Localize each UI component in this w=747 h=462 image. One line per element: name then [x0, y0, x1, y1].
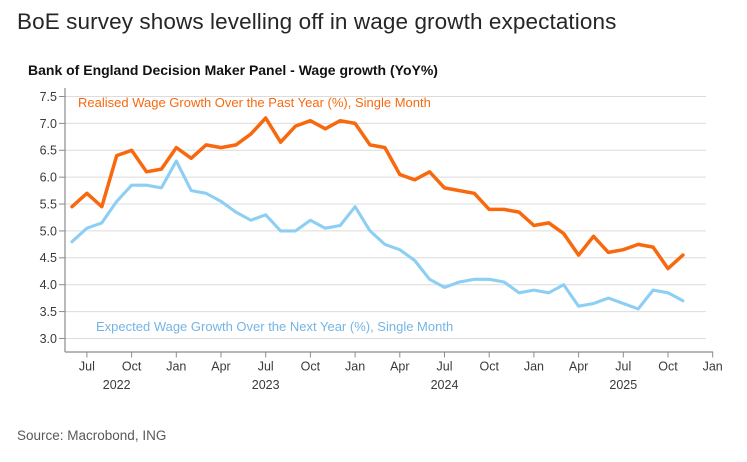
y-tick-label: 6.0 — [40, 171, 57, 185]
x-tick-label: Oct — [301, 360, 321, 374]
x-tick-label: Oct — [658, 360, 678, 374]
x-tick-label: Oct — [122, 360, 142, 374]
realised-wage-line — [70, 116, 685, 271]
x-tick-label: Jul — [615, 360, 631, 374]
x-tick-label: Oct — [479, 360, 499, 374]
y-tick-label: 4.0 — [40, 278, 57, 292]
x-tick-label: Jan — [166, 360, 186, 374]
y-tick-label: 4.5 — [40, 251, 57, 265]
x-tick-label: Apr — [569, 360, 588, 374]
x-tick-label: Jul — [79, 360, 95, 374]
chart-title: Bank of England Decision Maker Panel - W… — [28, 62, 438, 78]
y-tick-label: 5.5 — [40, 197, 57, 211]
y-tick-label: 7.5 — [40, 90, 57, 104]
y-tick-label: 5.0 — [40, 224, 57, 238]
x-tick-label: Jul — [258, 360, 274, 374]
y-tick-label: 6.5 — [40, 144, 57, 158]
x-tick-label: Jul — [437, 360, 453, 374]
year-label: 2024 — [431, 378, 459, 392]
expected-wage-line — [70, 159, 685, 311]
year-label: 2025 — [609, 378, 637, 392]
source-note: Source: Macrobond, ING — [17, 428, 167, 443]
page-title: BoE survey shows levelling off in wage g… — [17, 9, 617, 34]
x-tick-label: Jan — [703, 360, 723, 374]
x-tick-label: Apr — [390, 360, 409, 374]
y-tick-label: 7.0 — [40, 117, 57, 131]
expected-legend-label: Expected Wage Growth Over the Next Year … — [96, 319, 453, 334]
x-tick-label: Apr — [211, 360, 230, 374]
realised-legend-label: Realised Wage Growth Over the Past Year … — [78, 95, 431, 110]
y-tick-label: 3.0 — [40, 332, 57, 346]
y-tick-label: 3.5 — [40, 305, 57, 319]
wage-growth-chart: 3.0 3.5 4.0 4.5 5.0 5.5 6.0 6.5 7.0 7.5 Jul Oct Jan A… — [40, 88, 723, 392]
x-tick-label: Jan — [524, 360, 544, 374]
year-label: 2023 — [252, 378, 280, 392]
x-tick-label: Jan — [345, 360, 365, 374]
year-label: 2022 — [103, 378, 131, 392]
